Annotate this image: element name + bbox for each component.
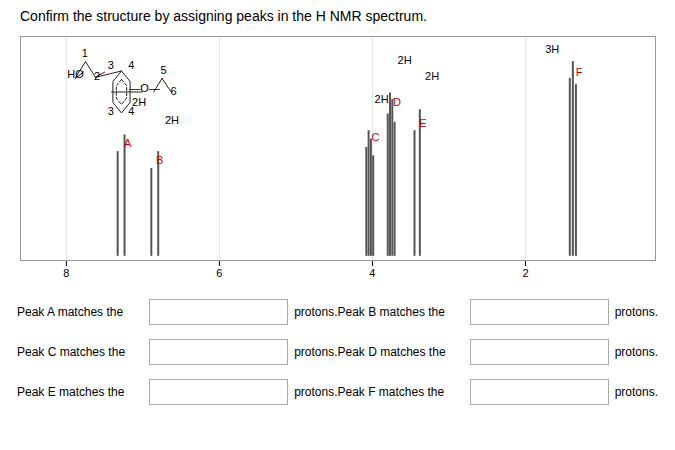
svg-text:A: A bbox=[124, 137, 132, 149]
svg-text:2H: 2H bbox=[165, 114, 179, 126]
html-text:protons. Peak B matches the: protons. Peak B matches the bbox=[294, 305, 445, 319]
svg-text:6: 6 bbox=[216, 267, 222, 279]
svg-text:1: 1 bbox=[82, 47, 88, 59]
svg-text:3H: 3H bbox=[545, 43, 559, 55]
svg-text:6: 6 bbox=[170, 85, 176, 97]
svg-text:3: 3 bbox=[108, 105, 114, 117]
svg-text:2H: 2H bbox=[375, 93, 389, 105]
svg-text:—O—: —O— bbox=[129, 82, 160, 94]
svg-text:4: 4 bbox=[128, 59, 134, 71]
svg-text:F: F bbox=[576, 66, 583, 78]
html-text:Confirm the structure by assig: Confirm the structure by assigning peaks… bbox=[20, 8, 427, 24]
html-text:Peak C matches the: Peak C matches the bbox=[17, 345, 126, 359]
svg-text:3: 3 bbox=[108, 59, 114, 71]
html-text:Peak A matches the: Peak A matches the bbox=[17, 305, 124, 319]
html-text:protons. Peak F matches the: protons. Peak F matches the bbox=[294, 385, 445, 399]
html-text:protons.: protons. bbox=[614, 385, 658, 399]
svg-text:E: E bbox=[419, 117, 426, 129]
svg-text:2H: 2H bbox=[132, 95, 147, 108]
svg-text:2: 2 bbox=[94, 70, 100, 82]
html-text:protons.: protons. bbox=[614, 305, 658, 319]
svg-text:8: 8 bbox=[63, 267, 69, 279]
svg-text:5: 5 bbox=[161, 64, 167, 76]
svg-text:4: 4 bbox=[369, 267, 375, 279]
svg-text:B: B bbox=[156, 154, 163, 166]
svg-text:D: D bbox=[393, 96, 401, 108]
svg-text:2: 2 bbox=[522, 267, 528, 279]
html-text:Peak E matches the: Peak E matches the bbox=[17, 385, 125, 399]
svg-text:HO: HO bbox=[67, 68, 84, 80]
svg-text:2H: 2H bbox=[425, 70, 439, 82]
svg-text:C: C bbox=[372, 131, 380, 143]
html-text:protons.: protons. bbox=[614, 345, 658, 359]
html-text:protons. Peak D matches the: protons. Peak D matches the bbox=[294, 345, 446, 359]
svg-text:2H: 2H bbox=[398, 54, 412, 66]
svg-text:4: 4 bbox=[128, 105, 134, 117]
